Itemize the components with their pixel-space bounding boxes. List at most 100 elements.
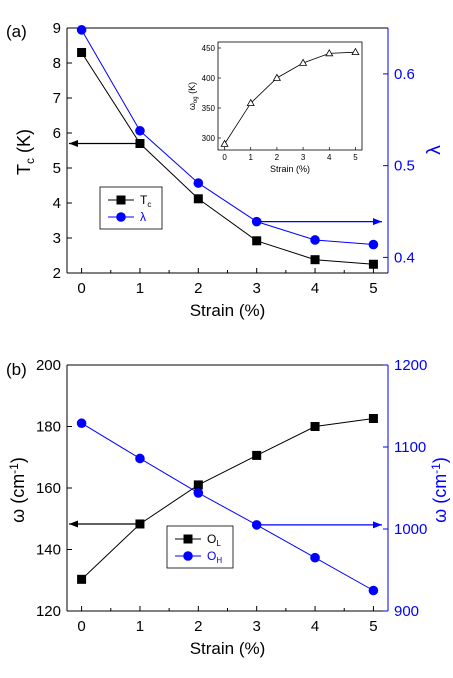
inset-frame: [217, 41, 363, 151]
panel-b-right-tick-label: 1100: [394, 439, 426, 456]
panel-a-series-0-point: [252, 236, 262, 246]
panel-b-left-tick-label: 180: [36, 419, 61, 436]
panel-b-series-0-point: [252, 450, 262, 460]
chart-b: 0 1 2 3 4 5 Strain (%) 120 140 160 180 200 900 1000 11…: [7, 357, 450, 658]
panel-b-series-1-point: [310, 552, 320, 563]
panel-b-series-0-line: [81, 418, 374, 580]
panel-b-series-0-point: [368, 414, 378, 424]
inset-x-tick-label: 0: [222, 153, 227, 162]
panel-b-series-0-point: [77, 574, 87, 584]
panel-a-legend-marker-0: [116, 195, 126, 205]
inset-series-line: [224, 51, 356, 145]
panel-a-series-0-point: [77, 48, 87, 57]
panel-b-left-tick-label: 200: [36, 357, 61, 374]
panel-b-series-1-point: [76, 418, 87, 429]
panel-b-legend-marker-0: [183, 534, 193, 544]
panel-b-series-0-point: [310, 422, 320, 431]
panel-a-label: (a): [6, 22, 27, 41]
panel-a-series-0-point: [310, 255, 320, 265]
inset-x-tick-label: 3: [301, 153, 306, 162]
panel-b-left-tick-label: 140: [36, 542, 61, 559]
panel-a-x-tick-label: 4: [311, 280, 319, 297]
panel-b-right-tick-label: 1000: [394, 521, 427, 538]
panel-a-legend-marker-1: [116, 212, 126, 222]
panel-b-series-1-point: [193, 488, 204, 498]
inset-y-tick-label: 300: [202, 134, 216, 143]
panel-b-label: (b): [6, 360, 27, 379]
chart-a: 0 1 2 3 4 5 Strain (%) 2 3 4 5 6 7 8 9 0.4 0.5 0.6 Tc (K) λ…: [14, 20, 445, 320]
inset-series-point: [351, 47, 360, 55]
panel-a-x-tick-label: 1: [136, 280, 144, 297]
panel-b-series-1-point: [368, 585, 379, 596]
panel-b-arrow-right-head: [373, 521, 382, 529]
inset-series-point: [220, 139, 229, 147]
panel-a-right-y-label: λ: [424, 145, 445, 155]
panel-b-arrow-left-head: [69, 520, 78, 528]
inset-series-point: [299, 58, 308, 66]
panel-a-arrow-right-head: [373, 218, 382, 226]
panel-b-x-tick-label: 5: [369, 618, 377, 635]
inset-y-tick-label: 350: [202, 104, 216, 113]
inset-x-tick-label: 5: [353, 153, 358, 162]
panel-b-legend-label-1: OH: [207, 549, 222, 565]
panel-a-left-tick-label: 8: [53, 55, 61, 72]
panel-a-x-tick-label: 2: [194, 280, 202, 297]
panel-a-right-tick-label: 0.4: [394, 249, 415, 266]
panel-a-series-1-point: [193, 178, 204, 188]
panel-a-x-tick-label: 3: [253, 280, 261, 297]
panel-b-x-tick-label: 0: [77, 618, 85, 635]
panel-a-left-tick-label: 6: [53, 125, 61, 142]
panel-b-x-tick-label: 3: [253, 618, 261, 635]
panel-a-left-y-label: Tc (K): [14, 129, 37, 175]
inset-y-tick-label: 450: [202, 44, 216, 53]
panel-b-left-y-label: ω (cm-1): [7, 457, 28, 523]
panel-b-legend-marker-1: [183, 551, 193, 561]
panel-a-inset: 0 1 2 3 4 5 300 350 400 450 Strain (%) ωog (K): [187, 41, 363, 174]
panel-b-left-tick-label: 160: [36, 480, 61, 497]
panel-b-right-y-label: ω (cm-1): [429, 457, 450, 523]
panel-a-series-1-point: [368, 239, 379, 250]
panel-b-series-0-point: [193, 480, 203, 490]
panel-a-right-tick-label: 0.5: [394, 158, 415, 175]
panel-a-series-0-line: [81, 52, 374, 265]
panel-a-arrow-left-head: [69, 140, 78, 147]
panel-b-x-tick-label: 1: [136, 618, 144, 635]
panel-a-legend: Tcλ: [99, 186, 163, 230]
panel-a-legend-box: [99, 186, 163, 230]
inset-y-label: ωog (K): [187, 82, 199, 110]
panel-a-x-tick-label: 0: [77, 280, 85, 297]
panel-b-legend-label-0: OL: [207, 532, 221, 548]
panel-a-left-tick-label: 2: [53, 265, 61, 282]
panel-b-x-label: Strain (%): [190, 639, 266, 658]
panel-a-legend-label-0: Tc: [140, 193, 151, 209]
panel-a-left-tick-label: 5: [53, 160, 61, 177]
inset-x-tick-label: 1: [249, 153, 254, 162]
panel-a-left-tick-label: 9: [53, 20, 61, 37]
panel-a-right-tick-label: 0.6: [394, 66, 415, 83]
panel-b-right-tick-label: 1200: [394, 357, 427, 374]
panel-a-series-1-point: [76, 25, 87, 35]
inset-series-point: [325, 48, 334, 57]
inset-series-point: [246, 98, 255, 106]
panel-b-series-1-point: [135, 453, 145, 464]
inset-x-tick-label: 4: [327, 153, 332, 162]
panel-b-legend-box: [166, 525, 234, 569]
panel-a-left-tick-label: 7: [53, 90, 61, 107]
panel-a-series-1-point: [310, 235, 320, 245]
panel-a-series-0-point: [368, 259, 378, 269]
panel-b-x-tick-label: 2: [194, 618, 202, 635]
panel-b-right-tick-label: 900: [394, 603, 419, 620]
panel-a-series-1-point: [135, 125, 145, 136]
inset-x-tick-label: 2: [275, 153, 280, 162]
inset-series-point: [272, 73, 281, 81]
panel-a-legend-label-1: λ: [140, 210, 146, 224]
panel-b-series-1-line: [81, 422, 374, 591]
inset-x-label: Strain (%): [270, 164, 310, 174]
panel-b-x-tick-label: 4: [311, 618, 319, 635]
panel-a-series-1-line: [81, 29, 374, 246]
panel-a-left-tick-label: 4: [53, 195, 61, 212]
panel-a-series-0-point: [193, 194, 203, 204]
panel-a-x-label: Strain (%): [190, 301, 266, 320]
